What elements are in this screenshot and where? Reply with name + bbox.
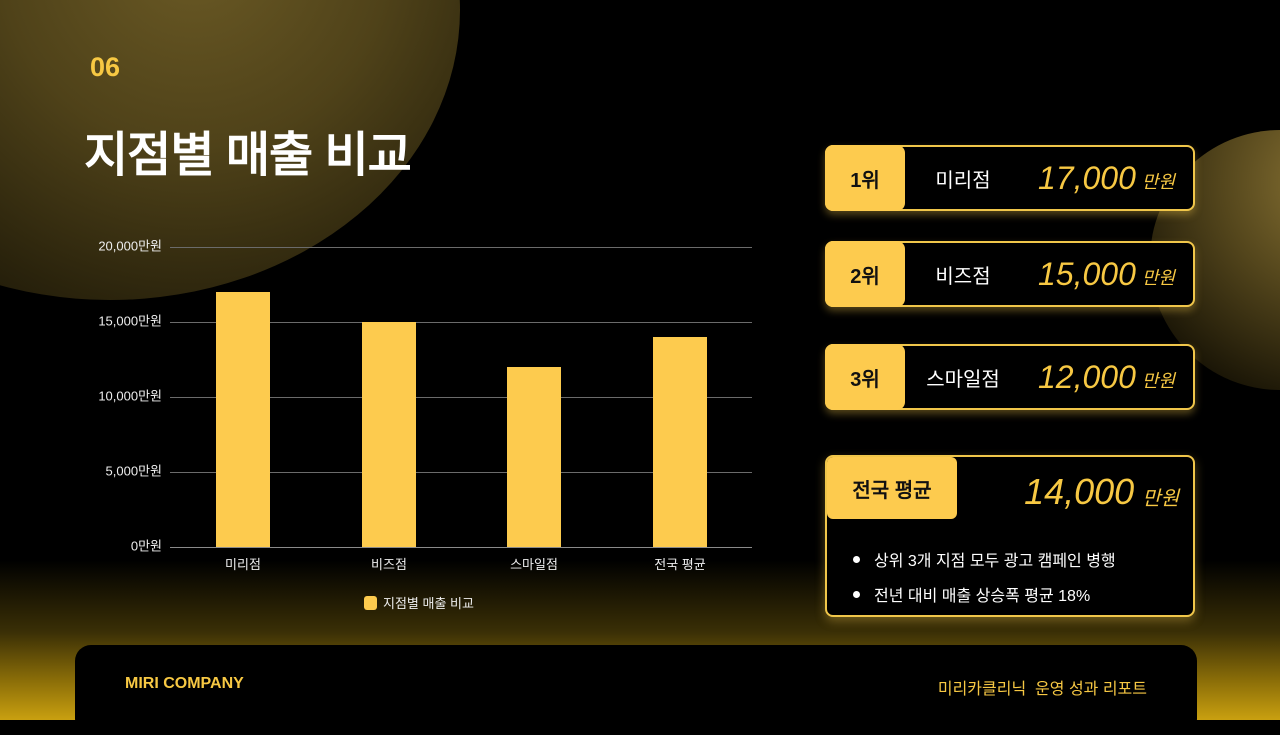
y-tick-label: 20,000만원	[98, 238, 162, 254]
company-name: MIRI COMPANY	[125, 675, 244, 692]
bullet-icon	[853, 590, 860, 598]
x-tick-label: 스마일점	[510, 557, 558, 572]
y-tick-label: 0만원	[130, 538, 162, 554]
bar-chart: 20,000만원 15,000만원 10,000만원 5,000만원 0만원 미…	[98, 238, 752, 612]
branch-sales: 15,000 만원	[1038, 243, 1175, 305]
x-axis-line	[170, 547, 752, 548]
gridline	[170, 322, 752, 323]
chart-legend[interactable]: 지점별 매출 비교	[364, 593, 474, 612]
branch-name: 비즈점	[935, 265, 991, 288]
gridline	[170, 397, 752, 398]
average-badge: 전국 평균	[827, 457, 957, 519]
sales-value: 15,000	[1038, 255, 1136, 292]
gridline	[170, 247, 752, 248]
note-text: 전년 대비 매출 상승폭 평균 18%	[874, 588, 1091, 605]
sales-value: 17,000	[1038, 159, 1136, 196]
y-tick-label: 5,000만원	[105, 463, 162, 479]
rank-badge: 2위	[825, 241, 905, 307]
bar[interactable]	[216, 292, 270, 547]
branch-name: 미리점	[935, 169, 991, 192]
note-text: 상위 3개 지점 모두 광고 캠페인 병행	[874, 553, 1116, 570]
sales-unit: 만원	[1141, 371, 1175, 391]
sales-unit: 만원	[1141, 172, 1175, 192]
report-title: 미리카클리닉 운영 성과 리포트	[937, 681, 1147, 698]
average-unit: 만원	[1142, 487, 1179, 510]
footer-bar: MIRI COMPANY 미리카클리닉 운영 성과 리포트	[75, 645, 1197, 735]
note-item: 전년 대비 매출 상승폭 평균 18%	[853, 582, 1116, 606]
rank-badge: 1위	[825, 145, 905, 211]
gridline	[170, 472, 752, 473]
y-tick-label: 10,000만원	[98, 388, 162, 404]
branch-sales: 12,000 만원	[1038, 346, 1175, 408]
x-tick-label: 전국 평균	[654, 557, 706, 572]
x-tick-label: 미리점	[225, 557, 261, 572]
rank-badge: 3위	[825, 344, 905, 410]
rank-card-2: 2위 비즈점 15,000 만원	[825, 241, 1195, 307]
page-title: 지점별 매출 비교	[84, 129, 412, 182]
bar[interactable]	[507, 367, 561, 547]
bar[interactable]	[362, 322, 416, 547]
rank-card-3: 3위 스마일점 12,000 만원	[825, 344, 1195, 410]
average-value: 14,000	[1024, 471, 1135, 512]
average-notes: 상위 3개 지점 모두 광고 캠페인 병행 전년 대비 매출 상승폭 평균 18…	[853, 547, 1116, 617]
x-tick-label: 비즈점	[371, 557, 407, 572]
y-tick-label: 15,000만원	[98, 313, 162, 329]
branch-sales: 17,000 만원	[1038, 147, 1175, 209]
bullet-icon	[853, 555, 860, 563]
section-number: 06	[90, 52, 121, 82]
sales-value: 12,000	[1038, 358, 1136, 395]
sales-unit: 만원	[1141, 268, 1175, 288]
branch-name: 스마일점	[926, 368, 1000, 391]
bar[interactable]	[653, 337, 707, 547]
rank-card-1: 1위 미리점 17,000 만원	[825, 145, 1195, 211]
legend-swatch	[364, 595, 377, 610]
national-average-card: 전국 평균 14,000 만원 상위 3개 지점 모두 광고 캠페인 병행 전년…	[825, 455, 1195, 617]
average-sales: 14,000 만원	[1024, 471, 1179, 513]
note-item: 상위 3개 지점 모두 광고 캠페인 병행	[853, 547, 1116, 571]
legend-label: 지점별 매출 비교	[383, 596, 474, 611]
